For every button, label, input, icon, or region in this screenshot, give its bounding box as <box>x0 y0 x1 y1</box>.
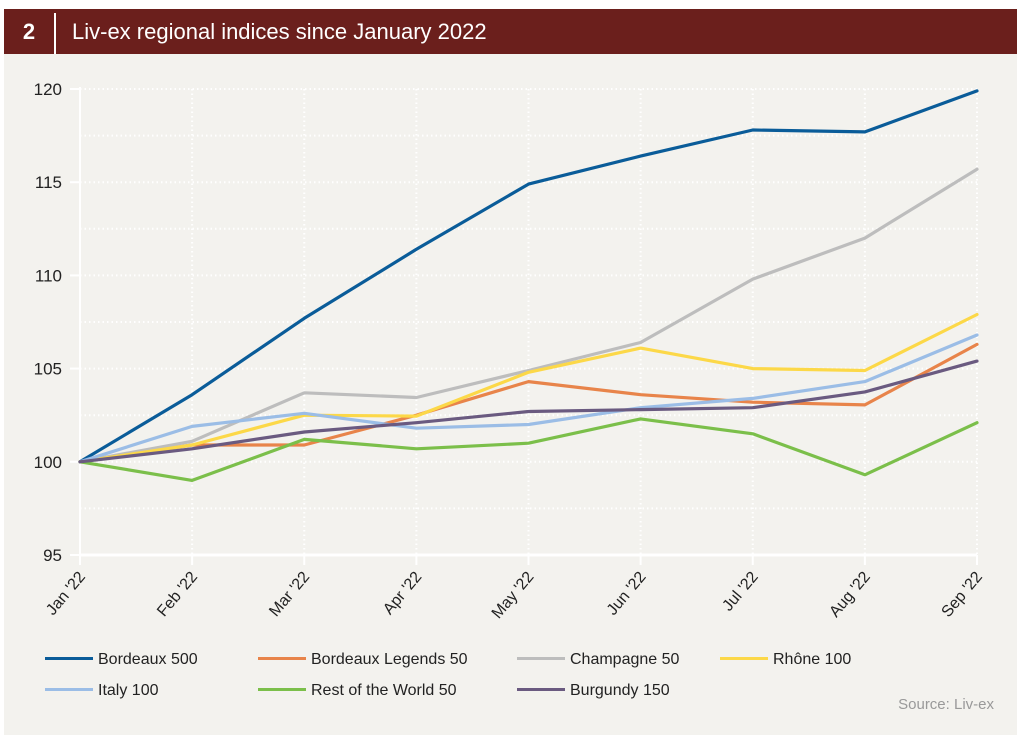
y-tick-label: 115 <box>35 173 62 192</box>
x-tick-label: Apr '22 <box>380 569 425 618</box>
chart-header: 2 Liv-ex regional indices since January … <box>4 9 1017 54</box>
y-tick-label: 120 <box>34 80 62 99</box>
legend-label: Bordeaux Legends 50 <box>311 651 468 668</box>
chart-title: Liv-ex regional indices since January 20… <box>72 19 487 44</box>
y-tick-label: 105 <box>34 360 62 379</box>
x-tick-label: May '22 <box>489 569 538 623</box>
legend-swatch <box>45 688 93 692</box>
legend-label: Italy 100 <box>98 682 159 699</box>
series-line-italy-100 <box>78 333 979 464</box>
legend-swatch <box>45 657 93 661</box>
y-tick-label: 110 <box>35 266 62 285</box>
y-tick-label: 100 <box>34 453 62 472</box>
legend-swatch <box>517 688 565 692</box>
x-tick-label: Aug '22 <box>826 569 874 621</box>
x-tick-label: Jan '22 <box>43 569 89 619</box>
legend-item: Rest of the World 50 <box>258 681 457 701</box>
x-tick-label: Sep '22 <box>938 569 986 621</box>
series-line-rh-ne-100 <box>78 312 979 464</box>
legend-label: Rhône 100 <box>773 651 852 668</box>
chart-panel: 2 Liv-ex regional indices since January … <box>4 9 1017 735</box>
figure-number: 2 <box>22 19 36 44</box>
x-tick-label: Jun '22 <box>604 569 650 619</box>
x-tick-label: Mar '22 <box>266 569 313 620</box>
legend-label: Burgundy 150 <box>570 682 670 699</box>
legend-item: Bordeaux Legends 50 <box>258 650 468 670</box>
legend-item: Italy 100 <box>45 681 158 701</box>
legend-label: Rest of the World 50 <box>311 682 457 699</box>
x-tick-label: Feb '22 <box>154 569 201 621</box>
legend-item: Burgundy 150 <box>517 681 670 701</box>
legend-swatch <box>258 657 306 661</box>
y-tick-label: 95 <box>43 546 62 565</box>
series-line-rest-of-the-world-50 <box>78 417 979 482</box>
legend-label: Bordeaux 500 <box>98 651 198 668</box>
series-line-bordeaux-500 <box>78 89 979 464</box>
x-tick-label: Jul '22 <box>719 569 761 615</box>
legend-item: Rhône 100 <box>720 650 851 670</box>
legend-swatch <box>517 657 565 661</box>
legend-swatch <box>258 688 306 692</box>
legend-label: Champagne 50 <box>570 651 680 668</box>
series-line-burgundy-150 <box>78 359 979 464</box>
header-divider <box>54 13 56 54</box>
legend-item: Champagne 50 <box>517 650 679 670</box>
series-line-champagne-50 <box>78 167 979 464</box>
legend-item: Bordeaux 500 <box>45 650 198 670</box>
series-line-bordeaux-legends-50 <box>78 342 979 464</box>
legend-swatch <box>720 657 768 661</box>
source-note: Source: Liv-ex <box>898 696 994 713</box>
